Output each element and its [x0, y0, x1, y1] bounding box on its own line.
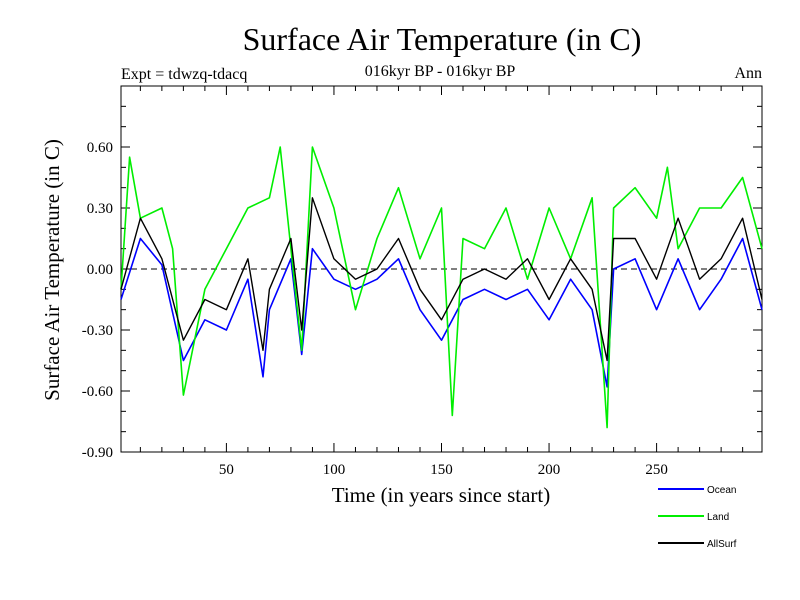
- x-tick-label: 100: [323, 462, 346, 478]
- legend-label-allsurf: AllSurf: [707, 539, 737, 550]
- legend: Ocean Land AllSurf: [658, 485, 737, 550]
- series-line-ocean: [120, 237, 763, 388]
- y-tick-label: -0.60: [82, 384, 113, 400]
- x-tick-label: 200: [538, 462, 561, 478]
- series-lines: [120, 146, 763, 429]
- x-axis-ticks: 50 100 150 200 250: [139, 86, 744, 478]
- y-tick-label: -0.30: [82, 323, 113, 339]
- y-tick-label: 0.30: [87, 201, 113, 217]
- x-tick-label: 150: [430, 462, 453, 478]
- chart-subtitle: 016kyr BP - 016kyr BP: [365, 63, 516, 80]
- legend-label-ocean: Ocean: [707, 485, 736, 496]
- x-tick-label: 50: [219, 462, 234, 478]
- y-axis-ticks: -0.90 -0.60 -0.30 0.00 0.30 0.60: [82, 85, 762, 461]
- experiment-label: Expt = tdwzq-tdacq: [121, 66, 247, 83]
- legend-label-land: Land: [707, 512, 729, 523]
- y-tick-label: -0.90: [82, 445, 113, 461]
- chart-title: Surface Air Temperature (in C): [243, 21, 642, 57]
- series-line-allsurf: [120, 197, 763, 362]
- y-tick-label: 0.60: [87, 140, 113, 156]
- y-tick-label: 0.00: [87, 262, 113, 278]
- x-tick-label: 250: [645, 462, 668, 478]
- series-line-land: [120, 146, 763, 429]
- season-label: Ann: [734, 65, 762, 82]
- y-axis-label: Surface Air Temperature (in C): [40, 139, 64, 401]
- x-axis-label: Time (in years since start): [332, 483, 551, 507]
